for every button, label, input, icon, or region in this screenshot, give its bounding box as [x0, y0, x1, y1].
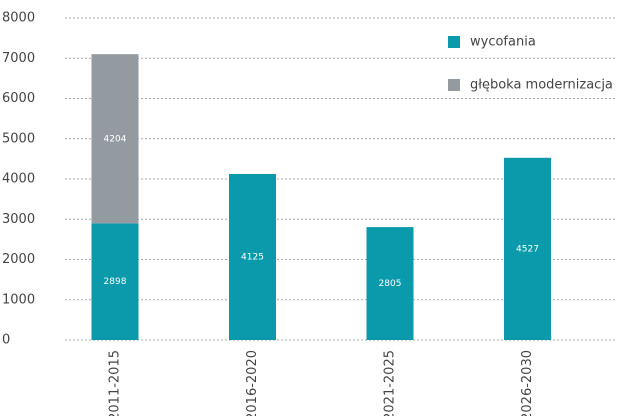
data-label: 4527 [516, 244, 539, 254]
data-label: 4125 [241, 252, 264, 262]
y-tick-label: 5000 [2, 131, 35, 146]
data-label: 4204 [104, 134, 127, 144]
y-tick-label: 7000 [2, 51, 35, 66]
bar-segment [504, 157, 551, 340]
bar-segment [366, 227, 414, 340]
x-tick-label: 2026-2030 [520, 350, 535, 416]
legend-swatch [448, 79, 460, 91]
bar-segment [91, 54, 139, 224]
y-tick-label: 3000 [2, 212, 35, 227]
legend-label: głęboka modernizacja [470, 78, 613, 93]
y-tick-label: 1000 [2, 292, 35, 307]
y-tick-label: 2000 [2, 252, 35, 267]
data-label: 2898 [104, 277, 127, 287]
y-tick-label: 4000 [2, 172, 35, 187]
x-tick-label: 2011-2015 [108, 350, 123, 416]
bar-segment [229, 173, 276, 340]
legend-swatch [448, 36, 460, 48]
x-tick-label: 2016-2020 [245, 350, 260, 416]
y-tick-label: 0 [2, 333, 10, 348]
y-tick-label: 6000 [2, 91, 35, 106]
bar-segment [91, 223, 139, 340]
y-tick-label: 8000 [2, 11, 35, 26]
x-tick-label: 2021-2025 [383, 350, 398, 416]
legend-label: wycofania [470, 35, 536, 50]
data-label: 2805 [379, 279, 402, 289]
